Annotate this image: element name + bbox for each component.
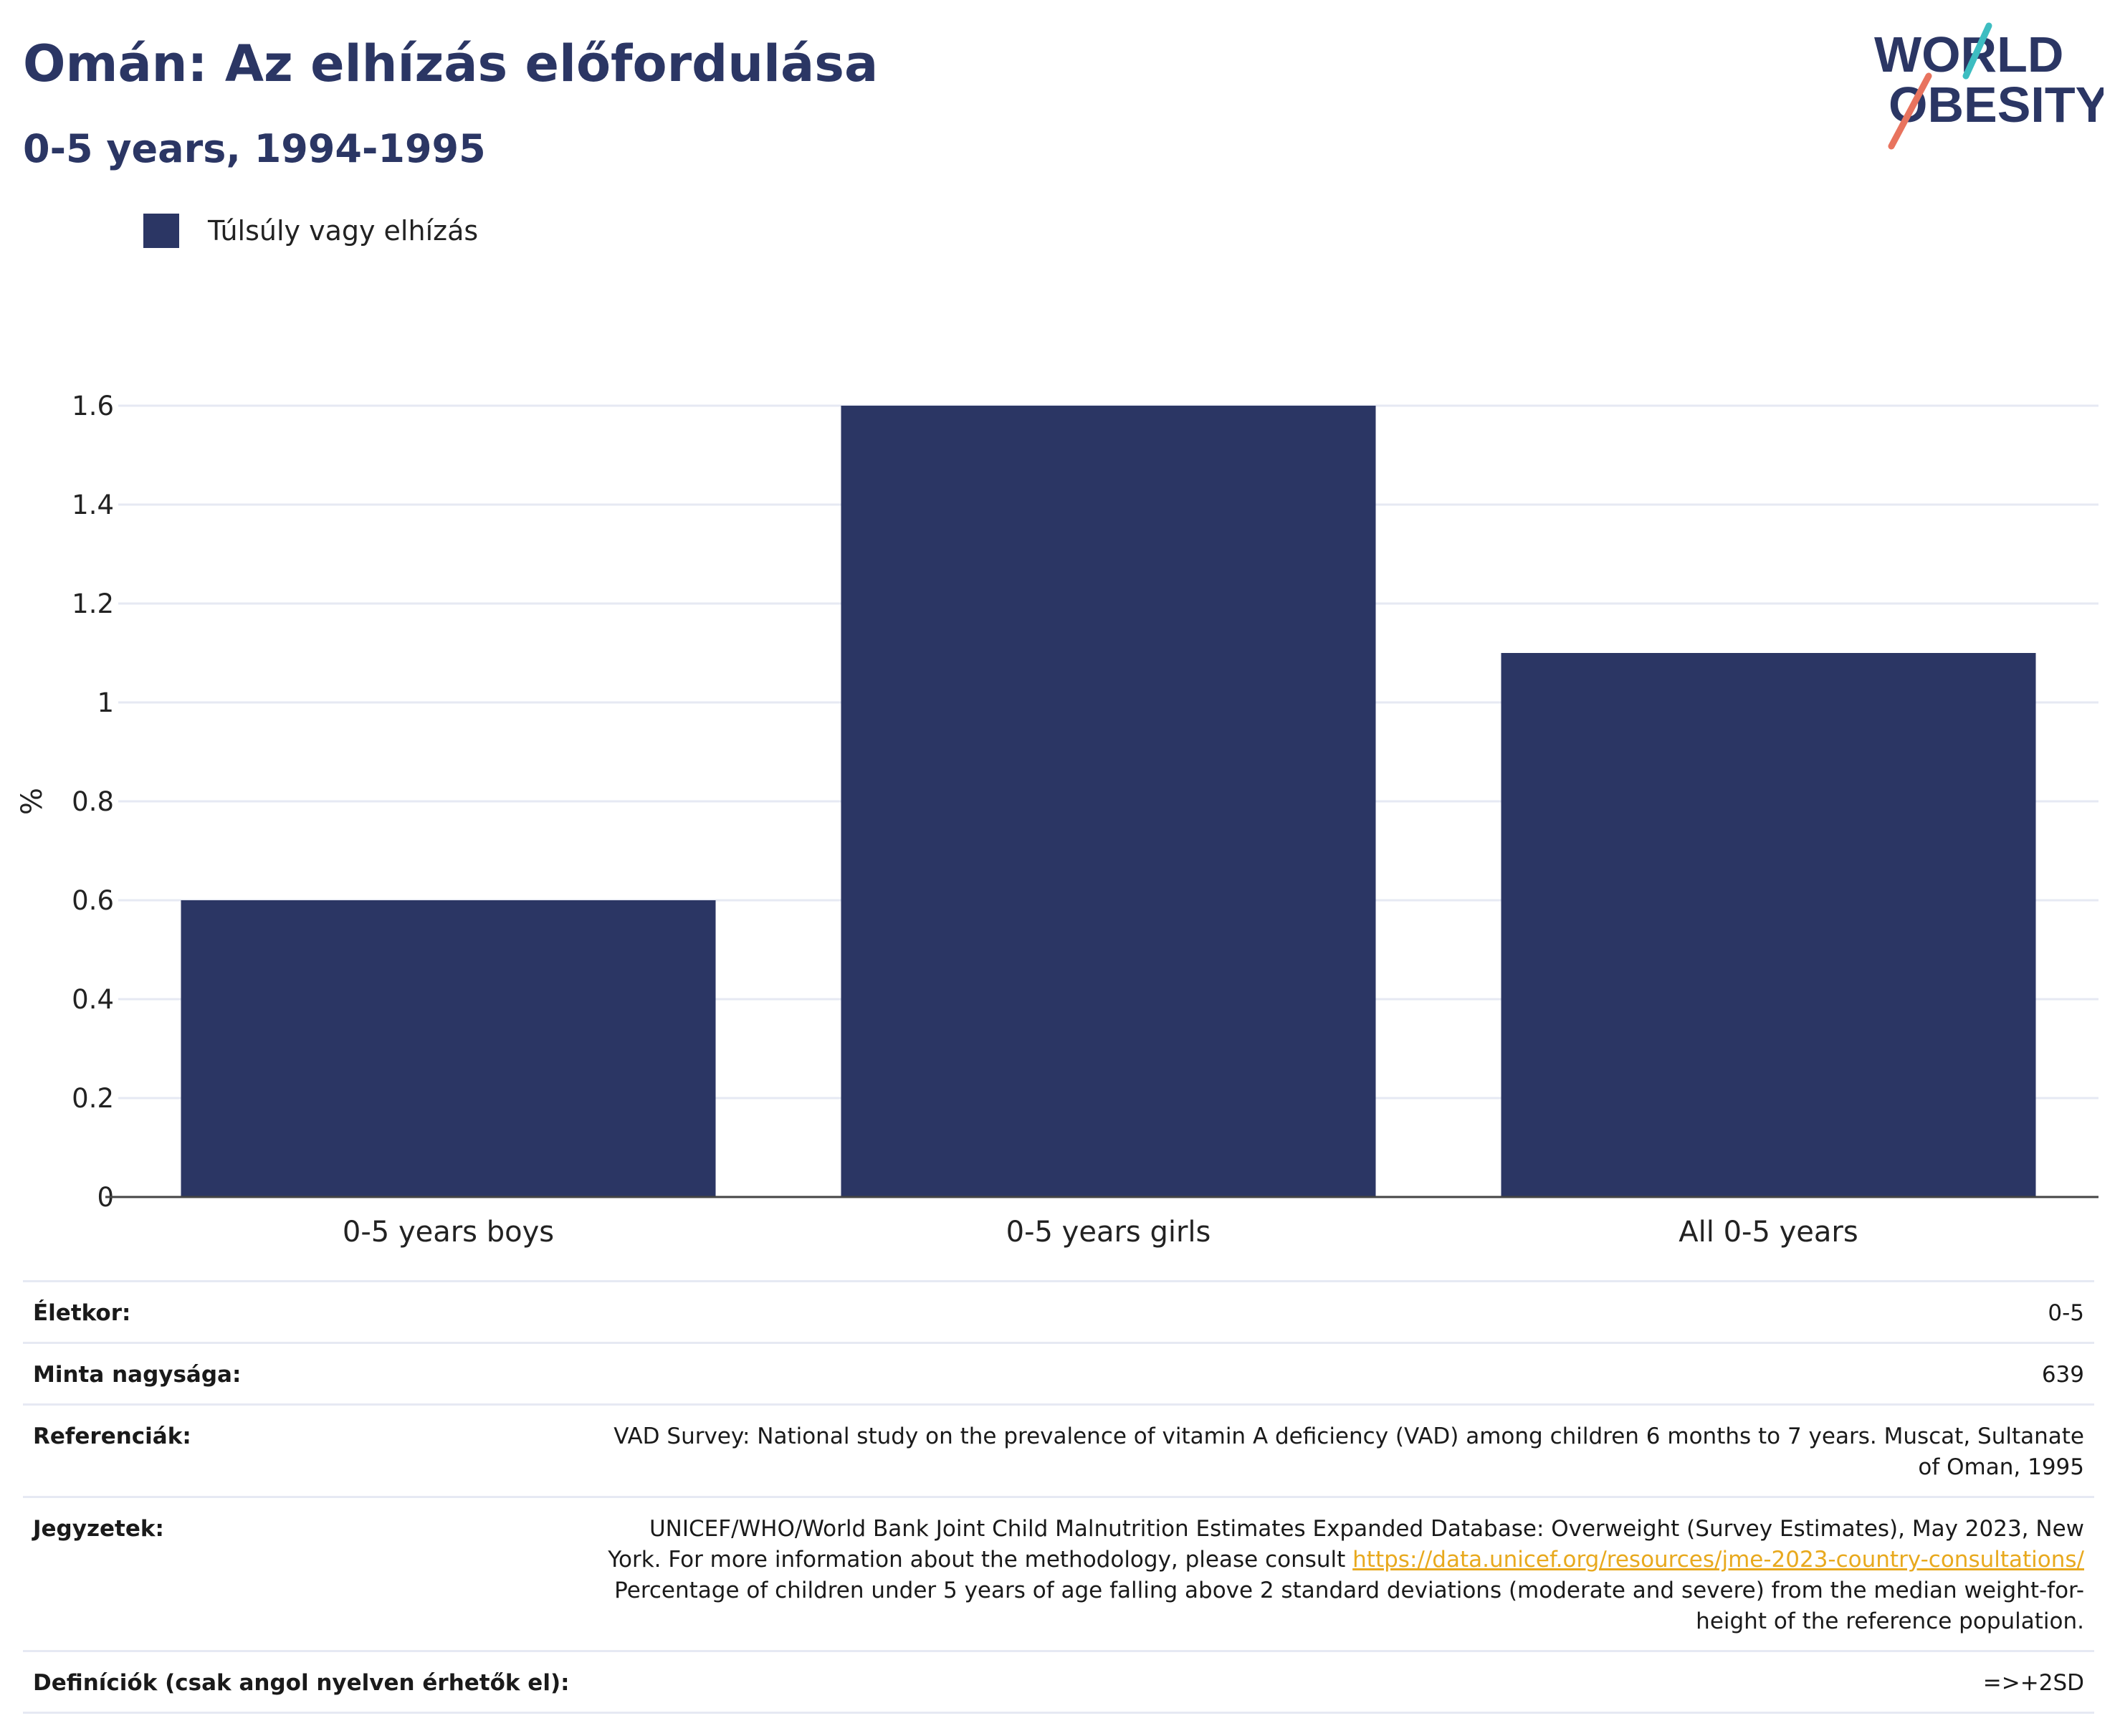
bar[interactable] <box>841 406 1376 1197</box>
logo-slash-teal <box>1962 22 1992 80</box>
chart-subtitle: 0-5 years, 1994-1995 <box>23 126 486 171</box>
y-tick-label: 1.4 <box>72 490 114 520</box>
info-row-age: Életkor: 0-5 <box>23 1280 2094 1343</box>
notes-text-1: UNICEF/WHO/World Bank Joint Child Malnut… <box>608 1516 2084 1573</box>
age-label: Életkor: <box>23 1280 588 1343</box>
info-row-notes: Jegyzetek: UNICEF/WHO/World Bank Joint C… <box>23 1496 2094 1651</box>
bar[interactable] <box>1501 653 2036 1197</box>
y-tick-label: 0.4 <box>72 984 114 1015</box>
info-row-sample: Minta nagysága: 639 <box>23 1342 2094 1405</box>
y-tick-label: 1 <box>97 687 114 718</box>
y-tick-label: 0.2 <box>72 1083 114 1114</box>
sample-size-value: 639 <box>588 1342 2094 1405</box>
references-value: VAD Survey: National study on the preval… <box>588 1403 2094 1497</box>
y-tick-label: 1.2 <box>72 588 114 619</box>
chart-legend: Túlsúly vagy elhízás <box>143 214 478 248</box>
x-tick-label: 0-5 years boys <box>343 1216 554 1249</box>
world-obesity-logo: WORLD OBESITY <box>1874 22 2104 150</box>
chart-title: Omán: Az elhízás előfordulása <box>23 34 879 93</box>
legend-swatch[interactable] <box>143 214 179 248</box>
definitions-label: Definíciók (csak angol nyelven érhetők e… <box>23 1650 588 1714</box>
bar[interactable] <box>181 900 716 1197</box>
x-tick-label: 0-5 years girls <box>1006 1216 1211 1249</box>
notes-value: UNICEF/WHO/World Bank Joint Child Malnut… <box>588 1496 2094 1651</box>
x-tick-label: All 0-5 years <box>1679 1216 1858 1249</box>
bar-chart: 00.20.40.60.811.21.41.60-5 years boys 0-5… <box>16 391 2098 1249</box>
y-tick-label: 0.6 <box>72 885 114 916</box>
notes-label: Jegyzetek: <box>23 1496 588 1651</box>
notes-link[interactable]: https://data.unicef.org/resources/jme-20… <box>1352 1547 2084 1573</box>
notes-text-2: Percentage of children under 5 years of … <box>614 1578 2084 1634</box>
info-row-definitions: Definíciók (csak angol nyelven érhetők e… <box>23 1650 2094 1714</box>
y-tick-label: 0.8 <box>72 786 114 817</box>
references-label: Referenciák: <box>23 1403 588 1497</box>
definitions-value: =>+2SD <box>588 1650 2094 1714</box>
y-axis-label: % <box>16 788 49 815</box>
legend-label[interactable]: Túlsúly vagy elhízás <box>208 215 479 247</box>
age-value: 0-5 <box>588 1280 2094 1343</box>
logo-slash-coral <box>1888 72 1932 150</box>
info-row-references: Referenciák: VAD Survey: National study … <box>23 1403 2094 1497</box>
sample-size-label: Minta nagysága: <box>23 1342 588 1405</box>
info-table: Életkor: 0-5 Minta nagysága: 639 Referen… <box>23 1280 2094 1714</box>
y-tick-label: 1.6 <box>72 391 114 421</box>
